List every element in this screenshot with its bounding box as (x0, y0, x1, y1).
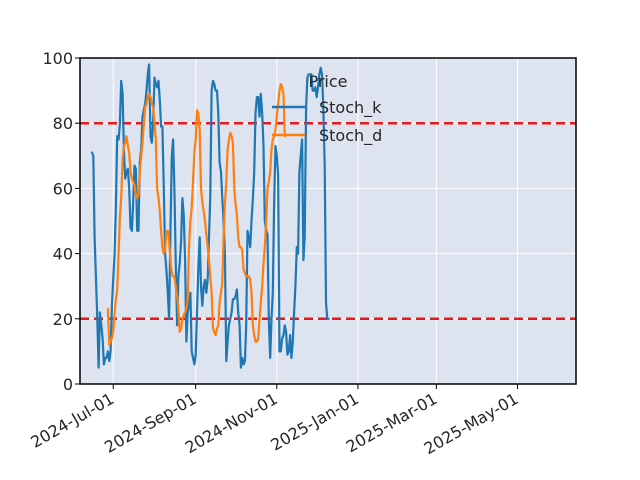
y-tick-label: 20 (53, 310, 73, 329)
series-lines (90, 63, 330, 369)
legend-title: Price (308, 72, 347, 91)
legend-label-stoch-k: Stoch_k (319, 98, 382, 118)
legend-label-stoch-d: Stoch_d (319, 126, 382, 146)
plot-frame (79, 57, 577, 385)
y-tick-label: 40 (53, 245, 73, 264)
y-tick-label: 60 (53, 179, 73, 198)
y-tick-label: 0 (63, 375, 73, 394)
legend: Price Stoch_k Stoch_d (272, 72, 382, 146)
series-line-stoch-d (106, 83, 286, 346)
series-line-stoch-k (90, 63, 330, 369)
y-tick-label: 100 (42, 49, 73, 68)
plot-area-background (80, 58, 576, 384)
y-tick-label: 80 (53, 114, 73, 133)
threshold-lines (80, 121, 576, 321)
legend-items: Stoch_k Stoch_d (272, 98, 382, 146)
